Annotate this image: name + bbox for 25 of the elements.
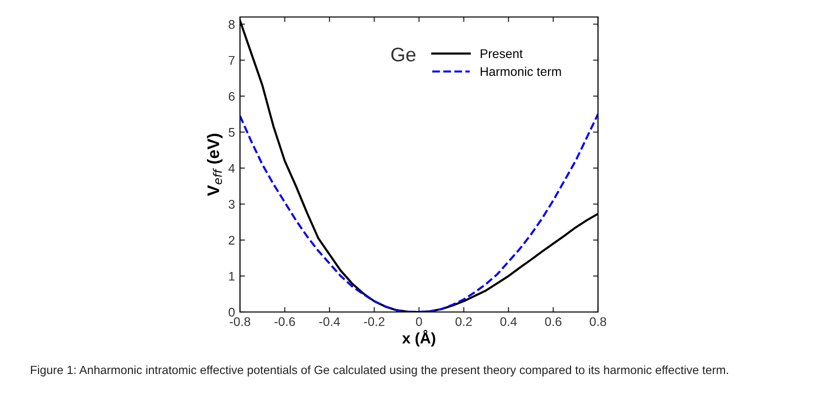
annotation: Ge [391,48,416,62]
caption: Figure 1: Anharmonic intratomic effective potentials of Ge calculated using the present theory compared to its harmonic effective term. [30,365,728,376]
line-series [240,20,598,312]
x-tick-label: 0 [416,317,422,326]
x-tick-label: 0.4 [500,317,517,326]
x-tick-label: 0.6 [545,317,562,326]
y-tick-label: 4 [228,164,235,173]
y-tick-label: 1 [229,272,235,281]
legend-label: Harmonic term [480,66,561,76]
y-tick-label: 3 [228,200,235,209]
x-tick-label: -0.8 [230,317,250,326]
x-tick-label: -0.2 [364,317,384,326]
x-tick-label: 0.8 [590,317,606,326]
legend-label: Present [480,49,523,58]
y-tick-label: 6 [228,92,235,101]
y-tick-label: 0 [228,308,235,317]
x-tick-label: -0.6 [274,317,295,326]
x-axis-title: x (Å) [402,330,436,347]
y-tick-label: 8 [228,20,235,29]
x-tick-label: 0.2 [456,317,472,326]
y-tick-label: 7 [228,56,235,65]
y-tick-label: 2 [228,236,235,245]
x-tick-label: -0.4 [319,317,340,326]
y-axis-title: V$_{eff}$ (eV) [206,134,222,196]
y-tick-label: 5 [228,128,235,137]
